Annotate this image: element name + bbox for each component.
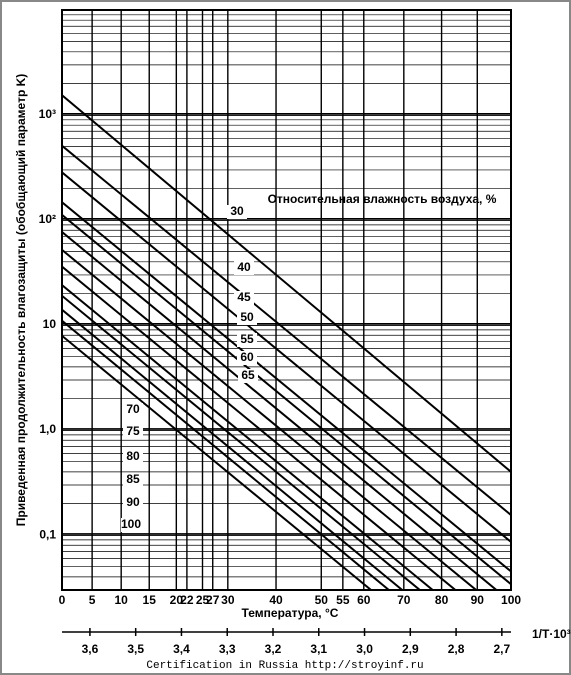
humidity-line xyxy=(63,145,511,516)
x-tick-label: 40 xyxy=(269,593,283,607)
x-tick-label: 80 xyxy=(435,593,449,607)
x2-tick-label: 3,5 xyxy=(127,642,144,656)
x-tick-label: 30 xyxy=(221,593,235,607)
x-tick-label: 90 xyxy=(471,593,485,607)
y-tick-label: 10² xyxy=(39,212,56,226)
line-label-bg xyxy=(237,333,257,347)
humidity-line xyxy=(63,266,457,590)
x2-tick-label: 3,0 xyxy=(356,642,373,656)
y-tick-label: 1,0 xyxy=(39,422,56,436)
humidity-line xyxy=(63,231,498,590)
line-label-bg xyxy=(237,351,257,365)
line-label-bg xyxy=(123,425,143,439)
x-tick-label: 55 xyxy=(336,593,350,607)
line-label-bg xyxy=(123,496,143,510)
humidity-line xyxy=(63,171,511,543)
humidity-line xyxy=(63,249,478,590)
line-label-bg xyxy=(123,403,143,417)
humidity-line xyxy=(63,284,435,590)
x2-axis-label: 1/T·10³ xyxy=(532,627,571,641)
humidity-line xyxy=(63,335,373,590)
humidity-line xyxy=(63,201,511,573)
line-label: 85 xyxy=(126,472,140,486)
y-tick-label: 0,1 xyxy=(39,527,56,541)
humidity-line xyxy=(63,214,511,586)
x-tick-label: 100 xyxy=(501,593,521,607)
line-label: 40 xyxy=(237,260,251,274)
x-axis-label: Температура, °C xyxy=(242,606,339,620)
x2-tick-label: 2,9 xyxy=(402,642,419,656)
x-tick-label: 22 xyxy=(180,593,194,607)
humidity-line xyxy=(63,94,511,473)
line-label: 75 xyxy=(126,424,140,438)
grid xyxy=(61,10,512,590)
line-label-bg xyxy=(123,473,143,487)
line-label: 45 xyxy=(237,290,251,304)
x-tick-label: 60 xyxy=(357,593,371,607)
line-label-bg xyxy=(123,450,143,464)
x-tick-label: 27 xyxy=(206,593,220,607)
x2-tick-label: 3,3 xyxy=(219,642,236,656)
lines xyxy=(63,94,511,590)
plot-frame xyxy=(61,9,512,591)
line-label: 30 xyxy=(230,204,244,218)
x-tick-label: 20 xyxy=(170,593,184,607)
y-axis-label: Приведенная продолжительность влагозащит… xyxy=(14,74,28,527)
x-tick-label: 70 xyxy=(397,593,411,607)
line-label: 90 xyxy=(126,495,140,509)
y-tick-label: 10³ xyxy=(39,107,56,121)
humidity-line xyxy=(63,295,422,590)
humidity-line xyxy=(63,320,391,590)
line-label-bg xyxy=(121,518,141,532)
line-label: 100 xyxy=(121,517,141,531)
x2-tick-label: 3,1 xyxy=(310,642,327,656)
humidity-line xyxy=(63,309,404,590)
x-tick-label: 0 xyxy=(59,593,66,607)
line-label: 65 xyxy=(241,368,255,382)
x2-tick-label: 3,4 xyxy=(173,642,190,656)
x2-tick-label: 3,2 xyxy=(265,642,282,656)
line-label-bg xyxy=(238,369,258,383)
y-tick-label: 10 xyxy=(43,317,57,331)
annotation: Относительная влажность воздуха, % xyxy=(268,192,497,206)
x-tick-label: 50 xyxy=(315,593,329,607)
line-label-bg xyxy=(234,261,254,275)
footer: Certification in Russia http://stroyinf.… xyxy=(146,660,423,672)
x2-tick-label: 3,6 xyxy=(82,642,99,656)
x-tick-label: 15 xyxy=(143,593,157,607)
line-label: 50 xyxy=(240,310,254,324)
x2-tick-label: 2,8 xyxy=(448,642,465,656)
x-tick-label: 25 xyxy=(196,593,210,607)
x2-tick-label: 2,7 xyxy=(494,642,511,656)
line-label-bg xyxy=(237,311,257,325)
line-label: 60 xyxy=(240,350,254,364)
line-label: 80 xyxy=(126,449,140,463)
x-tick-label: 10 xyxy=(115,593,129,607)
line-label: 55 xyxy=(240,332,254,346)
line-label-bg xyxy=(234,291,254,305)
line-label-bg xyxy=(227,205,247,219)
line-label: 70 xyxy=(126,402,140,416)
x-tick-label: 5 xyxy=(89,593,96,607)
